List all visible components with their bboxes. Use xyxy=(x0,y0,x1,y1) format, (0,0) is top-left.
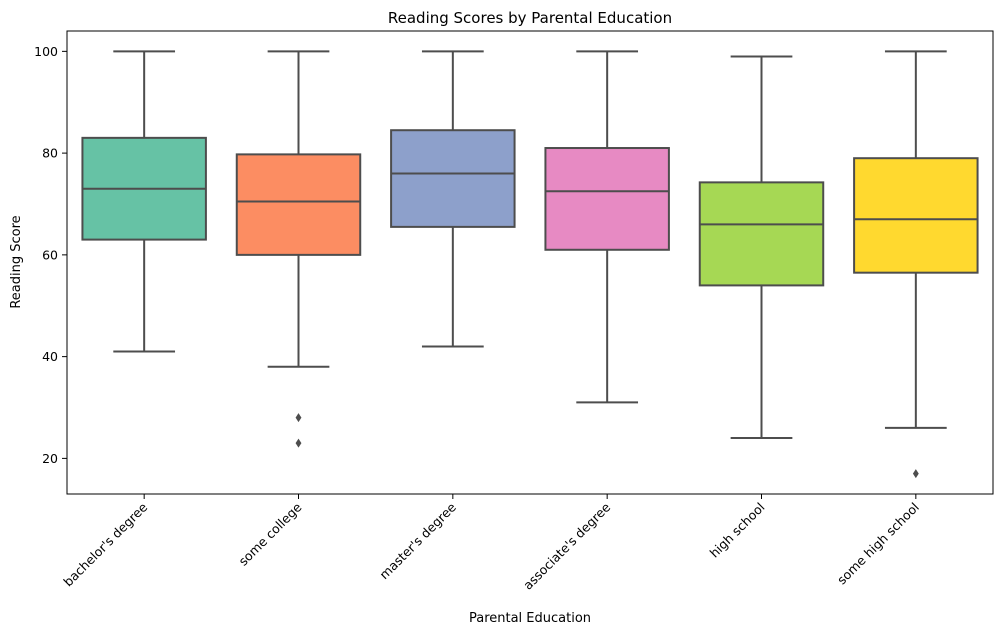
outlier-point xyxy=(295,413,302,423)
x-axis: bachelor's degree some college master's de… xyxy=(60,494,922,593)
y-tick-label: 80 xyxy=(42,146,58,161)
outlier-point xyxy=(912,469,919,479)
box-group-0 xyxy=(81,50,207,353)
x-tick-label: some college xyxy=(235,499,304,568)
plot-area xyxy=(81,50,979,479)
iqr-box xyxy=(698,181,825,287)
iqr-box xyxy=(853,157,979,274)
y-axis-label: Reading Score xyxy=(9,215,24,308)
x-tick-label: master's degree xyxy=(376,499,459,582)
box-group-2 xyxy=(390,50,516,348)
x-axis-label: Parental Education xyxy=(469,611,591,626)
y-tick-label: 60 xyxy=(42,247,58,262)
plot-frame xyxy=(66,30,994,495)
iqr-box xyxy=(235,153,362,256)
y-tick-label: 40 xyxy=(42,349,58,364)
chart-title: Reading Scores by Parental Education xyxy=(388,9,672,27)
y-axis: 20 40 60 80 100 xyxy=(34,44,67,466)
y-tick-label: 20 xyxy=(42,451,58,466)
box-group-5 xyxy=(853,50,979,479)
x-tick-label: associate's degree xyxy=(520,499,613,592)
iqr-box xyxy=(390,129,516,228)
box-group-1 xyxy=(235,50,362,448)
iqr-box xyxy=(544,147,670,251)
outlier-point xyxy=(295,438,302,448)
x-tick-label: some high school xyxy=(834,500,922,588)
x-tick-label: high school xyxy=(707,500,768,561)
box-group-3 xyxy=(544,50,670,404)
box-group-4 xyxy=(698,55,825,440)
y-tick-label: 100 xyxy=(34,44,58,59)
x-tick-label: bachelor's degree xyxy=(60,499,150,589)
